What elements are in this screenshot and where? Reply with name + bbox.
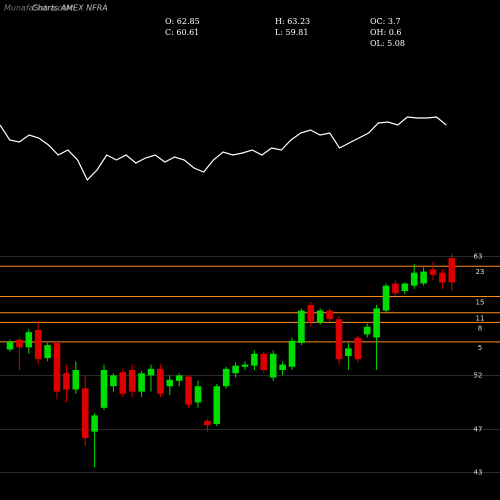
level-label: 8 <box>478 324 482 332</box>
candle-body <box>175 375 183 381</box>
candle-body <box>166 379 174 387</box>
candle-body <box>232 365 239 374</box>
candle-body <box>354 337 362 360</box>
candle-body <box>110 375 117 387</box>
level-label: 11 <box>476 315 485 323</box>
candle-body <box>316 310 324 323</box>
candle-body <box>34 330 42 360</box>
candle-body <box>382 285 390 311</box>
chart-title: Charts AMEX NFRA <box>32 4 108 13</box>
candle-body <box>241 364 249 367</box>
stat: H: 63.23 <box>275 17 310 26</box>
candle-body <box>222 368 230 387</box>
candle-body <box>260 353 268 370</box>
candle-body <box>16 339 23 348</box>
candle-body <box>157 368 164 394</box>
candle-body <box>410 272 418 286</box>
stat: C: 60.61 <box>165 28 199 37</box>
candle-body <box>335 319 343 360</box>
y-tick-label: 63 <box>474 252 483 260</box>
candle-body <box>363 326 371 335</box>
candle-body <box>401 283 409 292</box>
candle-body <box>100 370 108 408</box>
candle-body <box>429 269 437 275</box>
candle-body <box>194 386 202 403</box>
candle-body <box>392 283 399 294</box>
stat: O: 62.85 <box>165 17 200 26</box>
candle-body <box>53 342 61 392</box>
candle-body <box>6 341 14 350</box>
candle-body <box>345 348 352 356</box>
level-label: 23 <box>476 268 485 276</box>
candle-body <box>213 386 221 425</box>
candle-body <box>72 370 80 390</box>
candle-body <box>448 258 456 283</box>
y-tick-label: 52 <box>474 371 483 379</box>
candle-body <box>91 415 98 432</box>
y-tick-label: 43 <box>474 469 483 477</box>
candle-body <box>326 310 333 320</box>
candle-body <box>251 353 258 366</box>
stat: OC: 3.7 <box>370 17 401 26</box>
candle-body <box>185 376 192 405</box>
candle-body <box>307 305 315 322</box>
level-label: 15 <box>476 298 485 306</box>
candle-body <box>269 353 277 378</box>
candle-body <box>128 370 136 392</box>
candle-body <box>44 345 51 359</box>
candle-body <box>204 420 211 426</box>
candle-body <box>373 308 380 338</box>
candle-body <box>288 340 296 367</box>
stat: OH: 0.6 <box>370 28 402 37</box>
candle-body <box>63 373 70 390</box>
candle-body <box>298 310 305 343</box>
y-tick-label: 47 <box>474 425 483 433</box>
candle-body <box>147 368 155 376</box>
level-label: 5 <box>478 344 482 352</box>
stat: L: 59.81 <box>275 28 308 37</box>
candle-body <box>25 332 33 348</box>
candle-body <box>138 373 145 392</box>
candle-body <box>439 272 446 283</box>
candle-body <box>420 271 427 284</box>
indicator-line <box>0 116 447 182</box>
candle-body <box>119 372 127 394</box>
candle-body <box>81 388 89 439</box>
watermark: MunafaSutra.com <box>4 4 75 13</box>
stat: OL: 5.08 <box>370 39 405 48</box>
candle-body <box>279 364 286 370</box>
